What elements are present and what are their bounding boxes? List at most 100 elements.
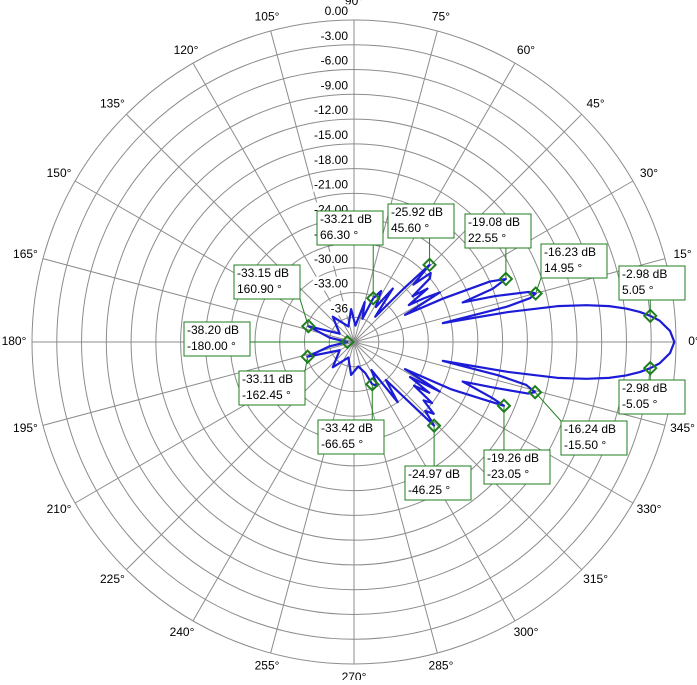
angle-tick-label: 285°: [429, 659, 454, 673]
callout-value: -33.21 dB: [320, 212, 372, 226]
callout-value: -33.15 dB: [237, 266, 289, 280]
grid-spoke: [74, 341, 355, 504]
radial-label-bg: [312, 128, 350, 143]
callout-value: -16.24 dB: [564, 422, 616, 436]
callout-box: [238, 370, 306, 406]
marker: [528, 286, 544, 301]
grid-spoke: [270, 341, 355, 654]
callout-angle: 22.55 °: [468, 231, 506, 245]
callout-angle: 160.90 °: [237, 282, 282, 296]
radial-tick-label: -15.00: [314, 128, 348, 142]
angle-tick-label: 120°: [174, 43, 199, 57]
radial-label-bg: [319, 53, 350, 68]
grid-spoke: [125, 341, 355, 571]
angle-tick-label: 105°: [255, 10, 280, 24]
angle-tick-label: 90°: [345, 0, 363, 8]
angle-tick-label: 15°: [673, 247, 691, 261]
callout-box: [483, 449, 551, 485]
angle-tick-label: 330°: [637, 502, 662, 516]
radial-tick-label: -33.00: [314, 277, 348, 291]
callout-angle: -180.00 °: [187, 339, 236, 353]
angle-tick-label: 300°: [514, 625, 539, 639]
grid-spoke: [353, 341, 634, 504]
radial-tick-label: -30.00: [314, 252, 348, 266]
callout-box: [464, 213, 532, 249]
callout-box: [233, 264, 301, 300]
callout-angle: -66.65 °: [321, 437, 363, 451]
angle-tick-label: 150°: [47, 166, 72, 180]
callout-value: -25.92 dB: [391, 205, 443, 219]
angle-tick-label: 315°: [583, 572, 608, 586]
grid-spoke: [353, 30, 438, 343]
radial-tick-label: -9.00: [321, 78, 349, 92]
pattern-curve: [306, 263, 676, 427]
callout-box: [317, 419, 385, 455]
angle-tick-label: 60°: [517, 43, 535, 57]
angle-tick-label: 345°: [670, 421, 695, 435]
grid-spoke: [353, 62, 516, 343]
marker: [527, 384, 543, 400]
radial-label-bg: [329, 301, 350, 316]
radial-tick-label: -36: [331, 301, 349, 315]
marker: [498, 271, 514, 287]
angle-tick-label: 255°: [255, 659, 280, 673]
marker: [300, 318, 316, 334]
callout-angle: 45.60 °: [391, 221, 429, 235]
radial-label-bg: [312, 177, 350, 192]
angle-tick-label: 180°: [2, 334, 27, 348]
marker: [365, 290, 381, 306]
callout-value: -24.97 dB: [408, 467, 460, 481]
radial-label-bg: [312, 152, 350, 167]
grid-spoke: [74, 180, 355, 343]
callout-angle: 14.95 °: [544, 261, 582, 275]
grid-spoke: [353, 341, 666, 426]
grid-spoke: [192, 341, 355, 622]
callout-box: [387, 203, 455, 239]
callout-leader: [534, 391, 562, 422]
callout-angle: -162.45 °: [242, 388, 291, 402]
callout-leader: [535, 277, 542, 294]
callout-value: -19.26 dB: [487, 451, 539, 465]
radial-tick-label: 0.00: [325, 4, 349, 18]
callout-angle: 5.05 °: [622, 283, 654, 297]
callout-leader: [304, 356, 309, 372]
radial-label-bg: [312, 276, 350, 291]
marker: [339, 334, 355, 350]
angle-tick-label: 45°: [587, 97, 605, 111]
marker: [496, 398, 512, 414]
callout-angle: -23.05 °: [487, 467, 529, 481]
callout-box: [316, 210, 384, 246]
marker: [422, 257, 437, 273]
radial-label-bg: [312, 103, 350, 118]
callout-value: -2.98 dB: [622, 267, 667, 281]
callout-value: -33.42 dB: [321, 421, 373, 435]
grid-spoke: [125, 113, 355, 343]
marker: [642, 360, 658, 376]
callout-value: -16.23 dB: [544, 245, 596, 259]
radial-tick-label: -18.00: [314, 153, 348, 167]
radial-label-bg: [312, 251, 350, 266]
callout-value: -19.08 dB: [468, 215, 520, 229]
callout-angle: -5.05 °: [622, 397, 658, 411]
radial-label-bg: [319, 78, 350, 93]
marker: [364, 376, 380, 392]
callout-box: [618, 379, 686, 415]
angle-tick-label: 195°: [13, 421, 38, 435]
marker: [642, 308, 658, 324]
radial-tick-label: -6.00: [321, 54, 349, 68]
angle-tick-label: 225°: [100, 572, 125, 586]
grid-spoke: [353, 341, 583, 571]
callout-value: -2.98 dB: [622, 381, 667, 395]
grid-spoke: [42, 258, 355, 343]
angle-tick-label: 0°: [688, 334, 697, 348]
callout-box: [540, 243, 608, 279]
callout-angle: -46.25 °: [408, 483, 450, 497]
angle-tick-label: 240°: [170, 625, 195, 639]
marker: [426, 418, 442, 434]
angle-tick-label: 75°: [432, 10, 450, 24]
radial-label-bg: [319, 28, 350, 43]
angle-tick-label: 135°: [100, 97, 125, 111]
marker: [300, 349, 316, 365]
